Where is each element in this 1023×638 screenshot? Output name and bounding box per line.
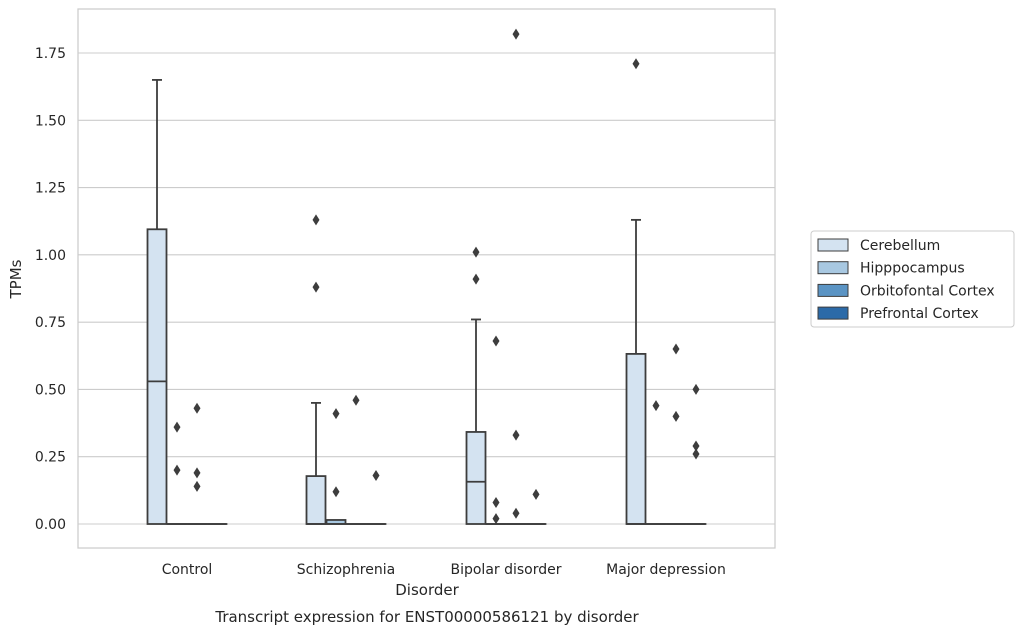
x-tick-label: Major depression (606, 562, 726, 578)
legend-label: Cerebellum (860, 238, 940, 254)
legend-label: Hipppocampus (860, 261, 965, 277)
x-tick-label: Schizophrenia (297, 562, 395, 578)
y-axis-label: TPMs (7, 259, 25, 299)
legend-swatch (818, 262, 848, 274)
y-tick-label: 1.50 (35, 113, 66, 129)
x-axis-label: Disorder (395, 581, 459, 599)
box (467, 432, 486, 524)
y-tick-label: 1.25 (35, 181, 66, 197)
legend-swatch (818, 284, 848, 296)
x-tick-label: Bipolar disorder (450, 562, 561, 578)
legend-swatch (818, 307, 848, 319)
figure-caption: Transcript expression for ENST0000058612… (214, 608, 639, 626)
y-tick-label: 0.00 (35, 517, 66, 533)
box (627, 354, 646, 524)
box (148, 229, 167, 524)
y-tick-label: 1.00 (35, 248, 66, 264)
legend: Cerebellum Hipppocampus Orbitofontal Corte… (811, 231, 1014, 327)
legend-label: Orbitofontal Cortex (860, 283, 995, 299)
legend-swatch (818, 239, 848, 251)
box (307, 476, 326, 524)
y-tick-label: 0.50 (35, 382, 66, 398)
legend-label: Prefrontal Cortex (860, 306, 979, 322)
y-tick-label: 0.75 (35, 315, 66, 331)
y-tick-label: 0.25 (35, 450, 66, 466)
y-tick-label: 1.75 (35, 46, 66, 62)
x-tick-label: Control (162, 562, 213, 578)
